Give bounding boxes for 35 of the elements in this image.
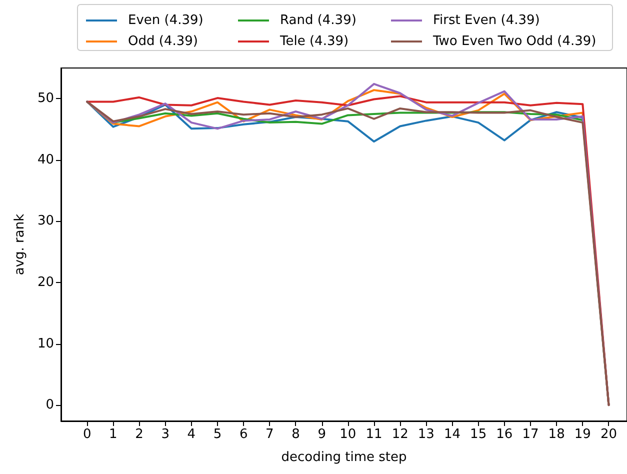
x-tick-label: 1 xyxy=(109,427,118,442)
x-tick-label: 17 xyxy=(522,427,539,442)
legend-label: First Even (4.39) xyxy=(433,13,540,28)
legend-label: Odd (4.39) xyxy=(128,34,198,49)
x-tick-label: 5 xyxy=(213,427,222,442)
y-tick-label: 30 xyxy=(37,214,54,229)
x-tick-label: 16 xyxy=(496,427,513,442)
y-tick-label: 20 xyxy=(37,274,54,290)
legend-label: Two Even Two Odd (4.39) xyxy=(432,34,596,49)
y-tick-label: 40 xyxy=(37,152,54,168)
legend-label: Even (4.39) xyxy=(128,13,204,28)
y-axis-title: avg. rank xyxy=(12,213,28,276)
y-tick-label: 10 xyxy=(37,336,54,352)
x-tick-label: 8 xyxy=(292,427,300,442)
x-tick-label: 7 xyxy=(266,427,274,442)
x-tick-label: 3 xyxy=(161,427,170,442)
y-tick-label: 50 xyxy=(37,91,54,106)
x-tick-label: 4 xyxy=(187,427,196,442)
x-tick-label: 14 xyxy=(444,427,461,442)
x-tick-label: 20 xyxy=(600,427,618,442)
legend-label: Tele (4.39) xyxy=(279,34,349,49)
x-tick-label: 9 xyxy=(318,427,326,442)
x-tick-label: 10 xyxy=(340,427,356,442)
x-tick-label: 18 xyxy=(548,427,565,442)
x-tick-label: 0 xyxy=(82,427,92,442)
x-tick-label: 13 xyxy=(418,427,434,442)
y-tick-label: 0 xyxy=(46,398,54,413)
legend-label: Rand (4.39) xyxy=(280,13,356,28)
x-tick-label: 15 xyxy=(470,427,487,442)
x-tick-label: 11 xyxy=(366,427,382,442)
x-tick-label: 2 xyxy=(135,427,144,442)
x-tick-label: 6 xyxy=(239,427,248,442)
x-tick-label: 12 xyxy=(392,427,408,442)
x-axis-title: decoding time step xyxy=(281,450,407,465)
x-tick-label: 19 xyxy=(574,427,591,442)
